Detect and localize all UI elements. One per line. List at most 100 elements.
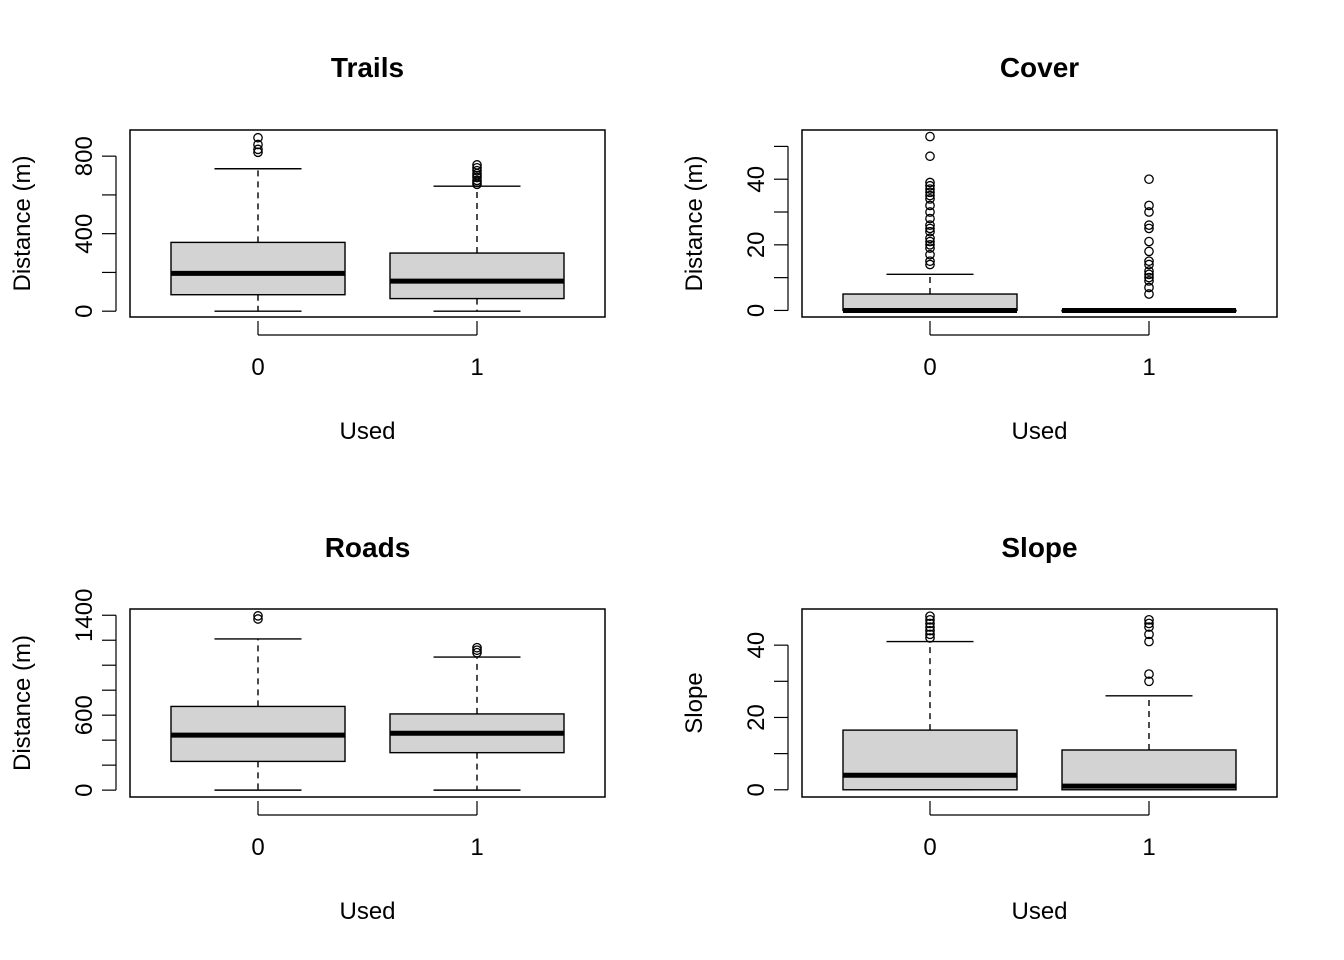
outlier-point xyxy=(1144,200,1154,211)
iqr-box xyxy=(170,241,346,296)
boxplot-panel-slope: Slope 0 20 40 Slope 0 1 Used xyxy=(681,532,1278,925)
outlier-point xyxy=(253,611,263,621)
y-axis-label: Slope xyxy=(681,672,708,733)
plot-frame xyxy=(801,608,1278,798)
outlier-point xyxy=(1144,622,1154,632)
y-axis-label: Distance (m) xyxy=(9,635,36,771)
outlier-point xyxy=(1144,174,1154,185)
outlier-point xyxy=(925,239,935,250)
outlier-point xyxy=(925,177,935,188)
outlier-point xyxy=(925,223,935,234)
box-0 xyxy=(842,131,1018,313)
y-tick-label: 0 xyxy=(71,305,98,318)
boxplot-panel-cover: Cover 0 20 40 Distance (m) 0 1 Used xyxy=(681,52,1278,445)
outlier-point xyxy=(925,633,935,643)
outlier-point xyxy=(925,259,935,270)
plot-frame xyxy=(801,129,1278,318)
outlier-point xyxy=(925,625,935,636)
x-axis-label: Used xyxy=(1011,418,1067,445)
outlier-point xyxy=(925,207,935,217)
outlier-point xyxy=(1144,259,1154,270)
outlier-point xyxy=(925,187,935,198)
box-0 xyxy=(170,611,346,791)
y-axis-label: Distance (m) xyxy=(681,155,708,291)
outlier-point xyxy=(1144,289,1154,299)
outlier-point xyxy=(1144,629,1154,640)
y-tick-label: 0 xyxy=(743,304,770,317)
outlier-point xyxy=(253,139,263,150)
y-tick-label: 1400 xyxy=(71,589,98,642)
outlier-point xyxy=(925,220,935,230)
chart-title: Slope xyxy=(1001,532,1077,563)
outlier-point xyxy=(1144,614,1154,625)
y-tick-label: 20 xyxy=(743,704,770,731)
box-1 xyxy=(1061,614,1237,791)
outlier-point xyxy=(925,618,935,629)
iqr-box xyxy=(1061,749,1237,791)
x-tick-label: 1 xyxy=(470,834,483,861)
y-tick-label: 800 xyxy=(71,136,98,176)
outlier-point xyxy=(925,256,935,267)
iqr-box xyxy=(389,252,565,300)
outlier-point xyxy=(1144,636,1154,647)
outlier-point xyxy=(1144,266,1154,276)
outlier-point xyxy=(925,184,935,194)
y-tick-label: 0 xyxy=(71,783,98,796)
outlier-point xyxy=(1144,207,1154,217)
y-axis-label: Distance (m) xyxy=(9,155,36,291)
outlier-point xyxy=(1144,618,1154,629)
outlier-point xyxy=(472,645,482,656)
outlier-point xyxy=(925,236,935,247)
outlier-point xyxy=(925,213,935,224)
x-tick-label: 0 xyxy=(923,834,936,861)
outlier-point xyxy=(925,190,935,201)
outlier-point xyxy=(253,614,263,624)
outlier-point xyxy=(472,160,482,170)
outlier-point xyxy=(925,131,935,142)
outlier-point xyxy=(1144,676,1154,687)
outlier-point xyxy=(1144,282,1154,293)
chart-title: Trails xyxy=(331,52,404,83)
outlier-point xyxy=(253,144,263,155)
plot-frame xyxy=(129,608,606,798)
outlier-point xyxy=(925,151,935,162)
outlier-point xyxy=(925,622,935,632)
outlier-point xyxy=(925,614,935,625)
y-tick-label: 600 xyxy=(71,695,98,735)
boxplot-panel-roads: Roads 0 600 1400 Distance (m) 0 1 Used xyxy=(9,532,606,925)
x-tick-label: 0 xyxy=(251,834,264,861)
x-tick-label: 1 xyxy=(1142,354,1155,381)
outlier-point xyxy=(1144,256,1154,267)
chart-title: Cover xyxy=(1000,52,1079,83)
x-tick-label: 0 xyxy=(251,354,264,381)
x-tick-label: 1 xyxy=(470,354,483,381)
outlier-point xyxy=(472,647,482,658)
x-axis-label: Used xyxy=(339,898,395,925)
outlier-point xyxy=(1144,269,1154,280)
outlier-point xyxy=(925,233,935,244)
boxplot-panel-trails: Trails 0 400 800 Distance (m) 0 1 Used xyxy=(9,52,606,445)
outlier-point xyxy=(925,611,935,622)
x-axis-label: Used xyxy=(339,418,395,445)
box-1 xyxy=(1061,174,1237,313)
outlier-point xyxy=(472,175,482,186)
outlier-point xyxy=(1144,223,1154,234)
outlier-point xyxy=(925,180,935,191)
outlier-point xyxy=(253,132,263,143)
box-1 xyxy=(389,160,565,312)
outlier-point xyxy=(472,642,482,653)
outlier-point xyxy=(472,162,482,173)
outlier-point xyxy=(1144,276,1154,286)
x-tick-label: 1 xyxy=(1142,834,1155,861)
y-tick-label: 0 xyxy=(743,783,770,796)
outlier-point xyxy=(1144,246,1154,257)
box-0 xyxy=(170,132,346,312)
outlier-point xyxy=(1144,220,1154,230)
chart-title: Roads xyxy=(325,532,411,563)
outlier-point xyxy=(925,249,935,260)
y-tick-label: 400 xyxy=(71,214,98,254)
x-axis-label: Used xyxy=(1011,898,1067,925)
x-tick-label: 0 xyxy=(923,354,936,381)
outlier-point xyxy=(1144,669,1154,679)
